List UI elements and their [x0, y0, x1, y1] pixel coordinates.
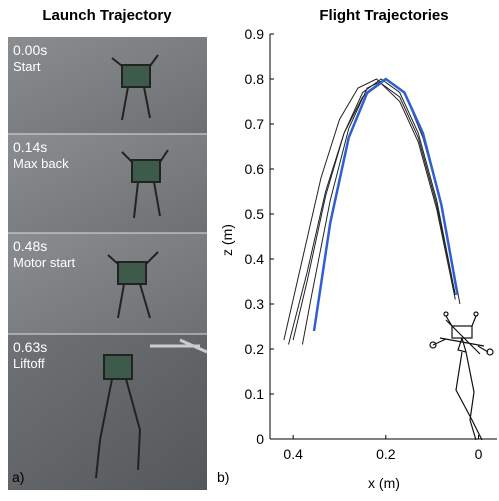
trajectory	[312, 77, 459, 332]
robot	[95, 54, 169, 479]
panel-label: b)	[217, 469, 229, 485]
y-tick-label: 0.8	[245, 71, 265, 87]
panel-label: a)	[12, 469, 24, 485]
frame-caption: Max back	[13, 156, 69, 171]
frame-time: 0.63s	[13, 339, 47, 355]
chart-title: Flight Trajectories	[319, 7, 448, 24]
photo-strip	[8, 37, 208, 490]
y-tick-label: 0.1	[245, 386, 265, 402]
y-tick-label: 0.7	[245, 116, 265, 132]
y-tick-label: 0.2	[245, 341, 265, 357]
trajectory	[301, 78, 461, 345]
y-tick-label: 0.3	[245, 296, 265, 312]
x-axis-label: x (m)	[368, 475, 400, 491]
x-tick-label: 0.2	[376, 446, 396, 462]
robot-sketch	[429, 311, 494, 441]
y-tick-label: 0	[256, 431, 264, 447]
trajectory	[288, 82, 456, 345]
frame-time: 0.00s	[13, 42, 47, 58]
y-tick-label: 0.5	[245, 206, 265, 222]
photo	[8, 233, 207, 334]
photo	[8, 37, 207, 134]
x-tick-label: 0	[475, 446, 483, 462]
y-tick-label: 0.6	[245, 161, 265, 177]
x-tick-label: 0.4	[283, 446, 303, 462]
frame-time: 0.14s	[13, 139, 47, 155]
trajectory	[283, 78, 456, 341]
photo	[8, 134, 207, 233]
frame-caption: Motor start	[13, 255, 76, 270]
y-axis-label: z (m)	[219, 224, 235, 256]
panel-title: Launch Trajectory	[42, 7, 172, 24]
frame-caption: Liftoff	[13, 356, 45, 371]
frame-caption: Start	[13, 59, 41, 74]
plot-area: 0 0.1 0.2 0.3 0.4 0.5 0.6 0.7 0.8 0.9 0.4 0.2 0	[245, 26, 497, 462]
y-tick-label: 0.4	[245, 251, 265, 267]
frame-time: 0.48s	[13, 238, 47, 254]
y-tick-label: 0.9	[245, 26, 265, 42]
